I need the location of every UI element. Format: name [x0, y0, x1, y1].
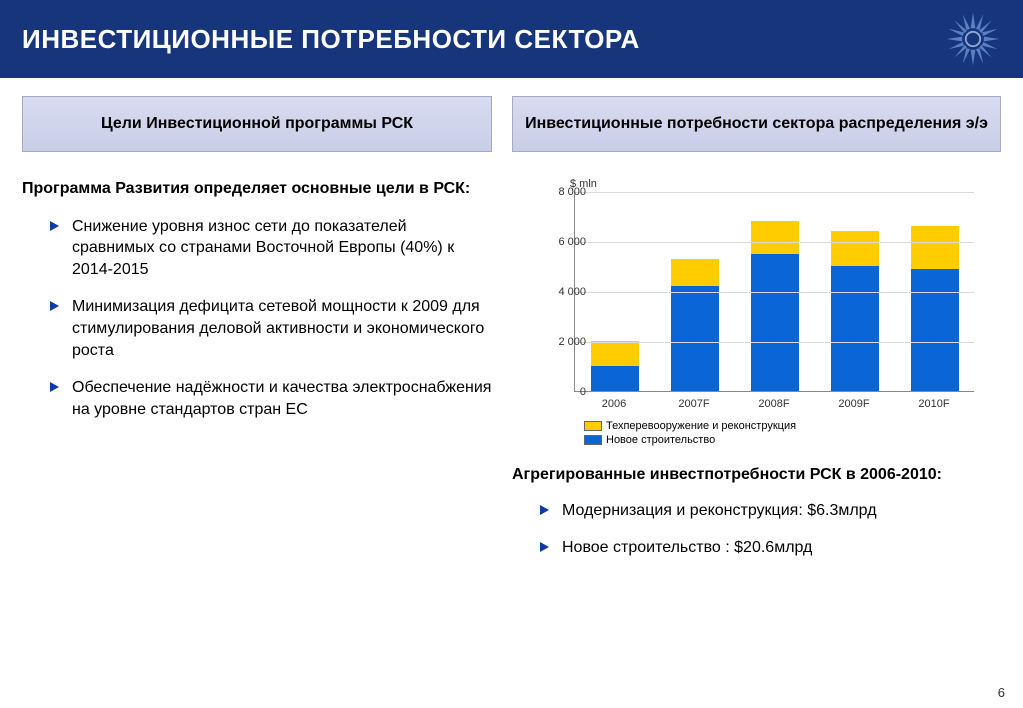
- bar-segment: [671, 259, 719, 287]
- list-item: Минимизация дефицита сетевой мощности к …: [50, 296, 492, 361]
- y-tick-label: 2 000: [542, 336, 586, 348]
- legend-label: Новое строительство: [606, 434, 715, 446]
- page-number: 6: [998, 685, 1005, 700]
- chart-plot-area: [574, 192, 974, 392]
- x-tick-label: 2010F: [904, 398, 964, 410]
- logo-icon: [943, 9, 1003, 69]
- list-item: Обеспечение надёжности и качества электр…: [50, 377, 492, 420]
- bar-segment: [751, 221, 799, 254]
- x-tick-label: 2008F: [744, 398, 804, 410]
- x-tick-label: 2007F: [664, 398, 724, 410]
- bar-segment: [671, 286, 719, 391]
- bar-segment: [831, 231, 879, 266]
- bar-segment: [911, 226, 959, 269]
- chart-legend: Техперевооружение и реконструкция Новое …: [584, 420, 796, 448]
- list-item: Новое строительство : $20.6млрд: [540, 537, 1001, 559]
- left-column: Цели Инвестиционной программы РСК Програ…: [22, 96, 492, 575]
- left-bullet-list: Снижение уровня износ сети до показателе…: [22, 216, 492, 421]
- bar-segment: [751, 254, 799, 392]
- legend-label: Техперевооружение и реконструкция: [606, 420, 796, 432]
- content: Цели Инвестиционной программы РСК Програ…: [0, 78, 1023, 575]
- x-tick-label: 2006: [584, 398, 644, 410]
- y-tick-label: 8 000: [542, 186, 586, 198]
- page-title: ИНВЕСТИЦИОННЫЕ ПОТРЕБНОСТИ СЕКТОРА: [22, 24, 640, 55]
- legend-swatch: [584, 435, 602, 445]
- list-item: Модернизация и реконструкция: $6.3млрд: [540, 500, 1001, 522]
- bar-segment: [831, 266, 879, 391]
- left-intro: Программа Развития определяет основные ц…: [22, 178, 492, 200]
- bar-chart: $ mln Техперевооружение и реконструкция …: [522, 178, 992, 458]
- right-section-header: Инвестиционные потребности сектора распр…: [512, 96, 1001, 152]
- left-section-header: Цели Инвестиционной программы РСК: [22, 96, 492, 152]
- legend-item: Новое строительство: [584, 434, 796, 446]
- right-column: Инвестиционные потребности сектора распр…: [512, 96, 1001, 575]
- y-tick-label: 6 000: [542, 236, 586, 248]
- bar-segment: [591, 366, 639, 391]
- y-tick-label: 4 000: [542, 286, 586, 298]
- legend-item: Техперевооружение и реконструкция: [584, 420, 796, 432]
- right-bullet-list: Модернизация и реконструкция: $6.3млрд Н…: [512, 500, 1001, 559]
- list-item: Снижение уровня износ сети до показателе…: [50, 216, 492, 281]
- x-tick-label: 2009F: [824, 398, 884, 410]
- legend-swatch: [584, 421, 602, 431]
- summary-title: Агрегированные инвестпотребности РСК в 2…: [512, 464, 1001, 486]
- header: ИНВЕСТИЦИОННЫЕ ПОТРЕБНОСТИ СЕКТОРА: [0, 0, 1023, 78]
- y-tick-label: 0: [542, 386, 586, 398]
- bar-segment: [911, 269, 959, 392]
- bar-segment: [591, 341, 639, 366]
